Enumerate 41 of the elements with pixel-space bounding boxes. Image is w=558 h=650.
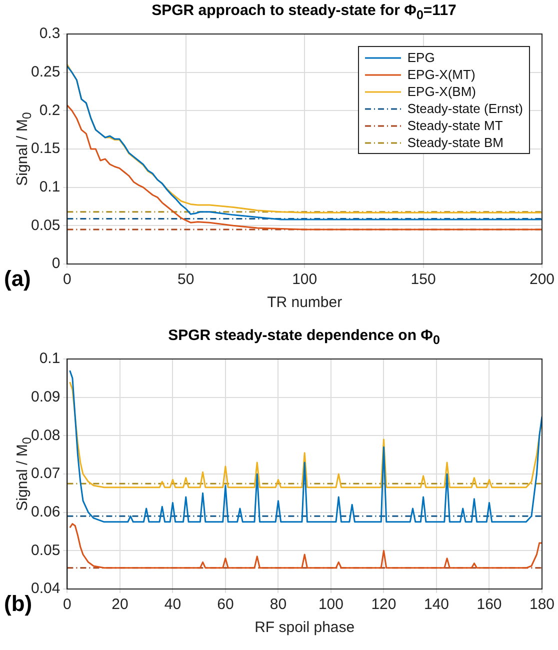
y-tick-label: 0 — [52, 255, 60, 272]
legend-label: Steady-state BM — [407, 135, 504, 150]
x-tick-label: 60 — [217, 596, 234, 614]
chart-title: SPGR approach to steady-state for Φ$_{0}$=117 — [150, 2, 458, 22]
legend-label: Steady-state MT — [407, 118, 503, 133]
x-tick-label: 0 — [63, 596, 72, 614]
text: (b) — [4, 591, 32, 617]
legend-label: EPG-X(MT) — [407, 67, 476, 82]
x-tick-label: 40 — [164, 596, 182, 614]
y-tick-label: 0.05 — [30, 216, 60, 234]
legend-label: Steady-state (Ernst) — [407, 101, 523, 116]
x-tick-label: 120 — [371, 596, 396, 614]
x-tick-label: 100 — [292, 271, 318, 288]
y-tick-label: 0.08 — [30, 426, 60, 444]
x-axis-title: TR number — [266, 294, 344, 311]
x-axis-title: RF spoil phase — [254, 619, 356, 636]
y-tick-label: 0.15 — [30, 140, 60, 158]
legend-label: EPG-X(BM) — [407, 84, 476, 99]
x-tick-label: 100 — [318, 596, 344, 614]
x-tick-label: 200 — [529, 271, 555, 288]
x-tick-label: 0 — [63, 271, 72, 288]
x-tick-label: 80 — [270, 596, 287, 614]
y-tick-label: 0.1 — [39, 178, 60, 196]
x-tick-label: 140 — [424, 596, 450, 614]
y-tick-label: 0.25 — [30, 63, 60, 80]
y-tick-label: 0.3 — [39, 25, 60, 42]
y-tick-label: 0.05 — [30, 542, 60, 559]
x-tick-label: 150 — [410, 271, 436, 288]
y-tick-label: 0.2 — [39, 102, 60, 119]
x-tick-label: 160 — [476, 596, 502, 614]
y-tick-label: 0.04 — [30, 580, 60, 598]
y-tick-label: 0.09 — [30, 388, 60, 406]
y-tick-label: 0.07 — [30, 465, 60, 482]
x-tick-label: 50 — [178, 271, 194, 288]
y-tick-label: 0.06 — [30, 503, 60, 520]
y-tick-label: 0.1 — [39, 350, 60, 368]
x-tick-label: 20 — [112, 596, 128, 614]
legend-label: EPG — [407, 50, 435, 65]
x-tick-label: 180 — [529, 596, 555, 614]
text: (a) — [4, 266, 31, 292]
chart-title: SPGR steady-state dependence on Φ$_{0}$ — [167, 327, 441, 347]
